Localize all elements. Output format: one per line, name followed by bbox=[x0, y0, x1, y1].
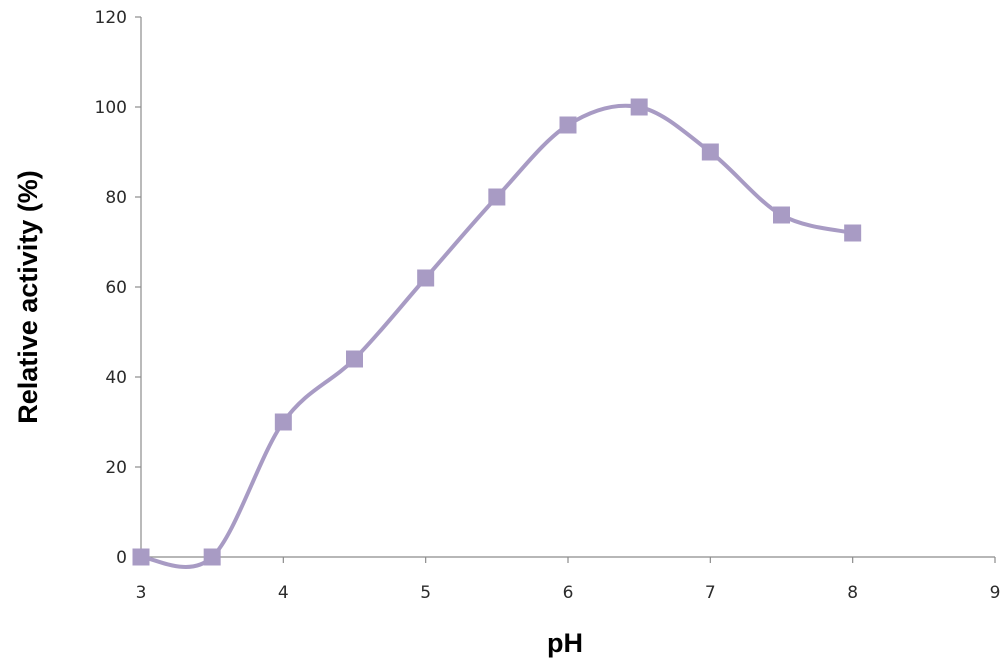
data-point bbox=[844, 224, 862, 242]
y-tick-label: 40 bbox=[105, 368, 127, 388]
axes bbox=[135, 16, 996, 563]
y-tick-label: 120 bbox=[95, 8, 127, 28]
data-point bbox=[274, 413, 292, 431]
x-tick-label: 3 bbox=[136, 583, 147, 603]
x-tick-label: 9 bbox=[990, 583, 1001, 603]
data-point bbox=[203, 548, 221, 566]
markers-layer bbox=[132, 98, 862, 566]
data-point bbox=[346, 350, 363, 368]
series-layer bbox=[139, 103, 855, 569]
data-point bbox=[488, 188, 506, 206]
x-tick-label: 6 bbox=[563, 583, 574, 603]
x-tick-label: 4 bbox=[278, 583, 289, 603]
data-point bbox=[630, 98, 648, 116]
data-point bbox=[132, 548, 150, 566]
data-point bbox=[417, 269, 435, 287]
y-tick-label: 60 bbox=[105, 278, 127, 298]
x-tick-label: 8 bbox=[847, 583, 858, 603]
y-axis-title: Relative activity (%) bbox=[13, 170, 43, 424]
data-point bbox=[559, 116, 577, 134]
x-tick-label: 7 bbox=[705, 583, 716, 603]
data-point bbox=[701, 143, 719, 161]
y-tick-label: 80 bbox=[105, 188, 127, 208]
x-tick-label: 5 bbox=[420, 583, 431, 603]
y-tick-label: 0 bbox=[116, 548, 127, 568]
tick-labels: 0 20 40 60 80 100 120 3 4 5 6 7 8 9 bbox=[95, 8, 1001, 603]
x-axis-title: pH bbox=[547, 628, 583, 658]
y-tick-label: 20 bbox=[105, 458, 127, 478]
data-point bbox=[773, 206, 790, 224]
series-line bbox=[139, 103, 855, 569]
y-tick-label: 100 bbox=[95, 98, 127, 118]
